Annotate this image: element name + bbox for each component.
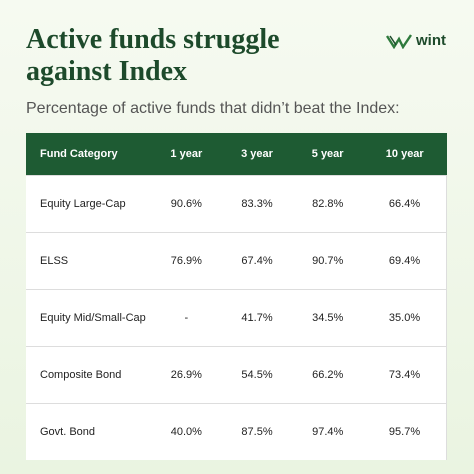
- logo: wint: [386, 32, 446, 49]
- value-cell: 90.7%: [292, 232, 364, 290]
- column-header: 10 year: [363, 133, 447, 176]
- value-cell: 66.4%: [363, 175, 448, 233]
- value-cell: 83.3%: [221, 175, 293, 233]
- category-cell: Equity Large-Cap: [26, 175, 151, 233]
- category-cell: ELSS: [26, 232, 151, 290]
- table-row: Govt. Bond 40.0% 87.5% 97.4% 95.7%: [26, 403, 448, 460]
- value-cell: 97.4%: [292, 403, 364, 460]
- value-cell: 34.5%: [292, 289, 364, 347]
- value-cell: 73.4%: [363, 346, 448, 404]
- column-header: Fund Category: [26, 133, 151, 176]
- value-cell: -: [151, 289, 222, 347]
- subtitle: Percentage of active funds that didn’t b…: [26, 100, 400, 117]
- category-cell: Equity Mid/Small-Cap: [26, 289, 151, 347]
- value-cell: 69.4%: [363, 232, 448, 290]
- logo-icon: [386, 33, 412, 49]
- column-header: 1 year: [151, 133, 222, 176]
- table-row: ELSS 76.9% 67.4% 90.7% 69.4%: [26, 232, 448, 290]
- category-cell: Govt. Bond: [26, 403, 151, 460]
- value-cell: 41.7%: [221, 289, 293, 347]
- category-cell: Composite Bond: [26, 346, 151, 404]
- table-row: Equity Mid/Small-Cap -41.7% 34.5% 35.0%: [26, 289, 448, 347]
- value-cell: 40.0%: [151, 403, 222, 460]
- value-cell: 87.5%: [221, 403, 293, 460]
- title: Active funds struggle against Index: [26, 24, 280, 87]
- value-cell: 67.4%: [221, 232, 293, 290]
- table-body: Equity Large-Cap 90.6% 83.3% 82.8% 66.4% ELSS…: [26, 175, 448, 460]
- value-cell: 35.0%: [363, 289, 448, 347]
- logo-text: wint: [416, 32, 446, 49]
- value-cell: 95.7%: [363, 403, 448, 460]
- column-header: 5 year: [292, 133, 364, 176]
- value-cell: 54.5%: [221, 346, 293, 404]
- value-cell: 82.8%: [292, 175, 364, 233]
- table: Fund Category 1 year 3 year 5 year 10 year E…: [26, 133, 448, 460]
- value-cell: 90.6%: [151, 175, 222, 233]
- table-row: Composite Bond 26.9% 54.5% 66.2% 73.4%: [26, 346, 448, 404]
- header-row: Fund Category 1 year 3 year 5 year 10 year: [26, 133, 447, 176]
- value-cell: 66.2%: [292, 346, 364, 404]
- value-cell: 76.9%: [151, 232, 222, 290]
- table-row: Equity Large-Cap 90.6% 83.3% 82.8% 66.4%: [26, 175, 448, 233]
- value-cell: 26.9%: [151, 346, 222, 404]
- column-header: 3 year: [221, 133, 293, 176]
